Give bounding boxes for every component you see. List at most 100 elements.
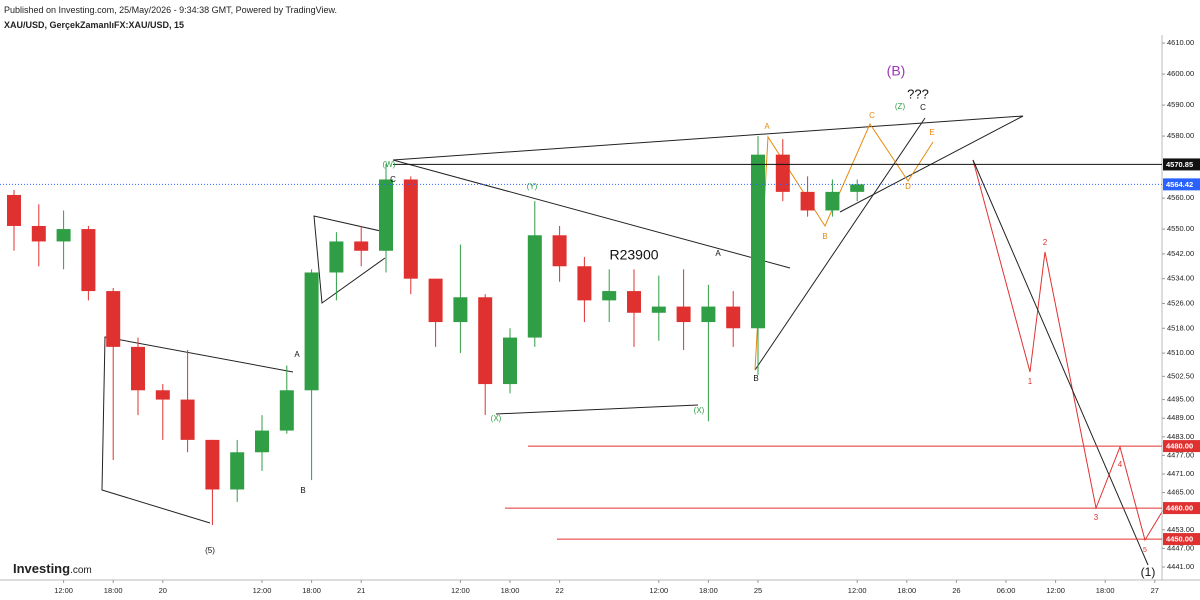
x-tick-label: 18:00 [897, 586, 916, 595]
x-tick-label: 21 [357, 586, 365, 595]
price-label-box [1163, 178, 1200, 191]
logo-name: Investing [13, 561, 70, 576]
trend-shape [101, 336, 294, 524]
x-tick-label: 18:00 [104, 586, 123, 595]
wave-label: 3 [1094, 513, 1099, 522]
candle-body [180, 399, 195, 440]
candle-body [478, 297, 493, 385]
candle-body [800, 191, 815, 211]
price-label: 4570.85 [1166, 160, 1193, 169]
wave-label: (W) [383, 160, 396, 169]
x-tick-label: 27 [1151, 586, 1159, 595]
candle-body [230, 452, 245, 490]
wave-label: (5) [205, 546, 215, 555]
y-tick-label: 4580.00 [1167, 131, 1194, 140]
wave-label: D [905, 182, 911, 191]
x-tick-label: 22 [555, 586, 563, 595]
projection-path [972, 159, 1163, 542]
x-tick-label: 12:00 [54, 586, 73, 595]
y-tick-label: 4502.50 [1167, 371, 1194, 380]
wave-label: C [869, 111, 875, 120]
wave-label: A [764, 122, 770, 131]
y-tick-label: 4610.00 [1167, 38, 1194, 47]
wave-label: (X) [694, 406, 705, 415]
candle-body [651, 306, 666, 313]
y-tick-label: 4483.00 [1167, 432, 1194, 441]
wave-label: E [929, 128, 934, 137]
y-tick-label: 4465.00 [1167, 488, 1194, 497]
price-label: 4480.00 [1166, 442, 1193, 451]
candle-body [751, 154, 765, 329]
candle-body [701, 306, 716, 323]
price-label-box [1163, 440, 1200, 453]
price-label: 4450.00 [1166, 535, 1193, 544]
trend-line [495, 404, 699, 415]
candle-body [304, 272, 319, 391]
candle-body [403, 179, 418, 279]
candle-body [726, 306, 741, 329]
candle-body [775, 154, 790, 192]
trend-shape [313, 215, 386, 304]
candles [7, 136, 865, 526]
candle-body [205, 439, 220, 490]
y-tick-label: 4550.00 [1167, 224, 1194, 233]
candle-body [850, 184, 865, 192]
candle-body [106, 291, 121, 347]
x-tick-label: 18:00 [501, 586, 520, 595]
candle-body [279, 390, 294, 431]
y-tick-label: 4447.00 [1167, 543, 1194, 552]
x-tick-label: 26 [952, 586, 960, 595]
y-tick-label: 4453.00 [1167, 525, 1194, 534]
y-tick-label: 4510.00 [1167, 348, 1194, 357]
logo: Investing.com [13, 561, 92, 576]
wave-label: (X) [491, 414, 502, 423]
wave-label: (Y) [527, 182, 538, 191]
y-tick-label: 4590.00 [1167, 100, 1194, 109]
y-tick-label: 4441.00 [1167, 562, 1194, 571]
drawings [101, 115, 1163, 566]
candle-body [7, 194, 21, 226]
wave-label: (B) [887, 63, 906, 79]
y-tick-label: 4542.00 [1167, 249, 1194, 258]
candle-body [379, 179, 393, 251]
candle-body [527, 235, 542, 338]
x-tick-label: 18:00 [699, 586, 718, 595]
trend-line [392, 159, 791, 269]
y-tick-label: 4526.00 [1167, 298, 1194, 307]
x-tick-label: 18:00 [302, 586, 321, 595]
price-label: 4460.00 [1166, 504, 1193, 513]
wave-label: B [300, 486, 305, 495]
candle-body [602, 291, 617, 301]
x-tick-label: 12:00 [451, 586, 470, 595]
wave-label: B [753, 374, 758, 383]
candle-body [428, 278, 443, 323]
candle-body [155, 390, 170, 400]
candle-body [131, 346, 145, 391]
projection-line [972, 159, 1149, 566]
x-tick-label: 12:00 [1046, 586, 1065, 595]
candle-body [453, 297, 468, 323]
wave-label: C [920, 103, 926, 112]
price-label-box [1163, 533, 1200, 546]
x-tick-label: 12:00 [253, 586, 272, 595]
candle-body [627, 291, 641, 313]
candle-body [255, 430, 269, 453]
x-tick-label: 12:00 [848, 586, 867, 595]
wave-label: A [294, 350, 300, 359]
wave-label: B [822, 232, 827, 241]
candle-body [552, 235, 567, 267]
candle-body [81, 229, 96, 292]
wave-label: 4 [1118, 460, 1123, 469]
candle-body [31, 225, 46, 242]
wave-label: ??? [907, 86, 929, 101]
y-tick-label: 4477.00 [1167, 450, 1194, 459]
wave-path [754, 122, 934, 371]
x-tick-label: 25 [754, 586, 762, 595]
x-tick-label: 12:00 [649, 586, 668, 595]
wave-label: 2 [1043, 238, 1048, 247]
symbol-title: XAU/USD, GerçekZamanlıFX:XAU/USD, 15 [4, 20, 184, 30]
y-tick-label: 4534.00 [1167, 274, 1194, 283]
x-tick-label: 20 [159, 586, 167, 595]
price-label-box [1163, 158, 1200, 171]
candle-body [577, 266, 592, 301]
